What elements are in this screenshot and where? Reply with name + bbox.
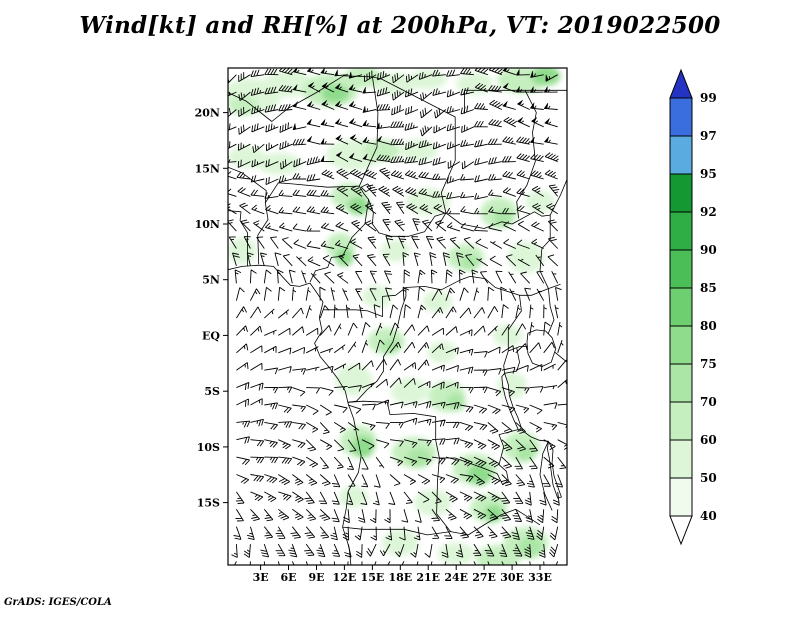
country-border [348, 400, 521, 486]
x-tick-label: 15E [361, 571, 385, 584]
x-tick-label: 3E [253, 571, 269, 584]
colorbar-segment [669, 439, 693, 479]
colorbar-segment [669, 325, 693, 365]
colorbar-top-arrow [669, 68, 693, 99]
lake-outline [501, 372, 522, 431]
axes: 3E 6E 9E 12E 15E 18E 21E 24E 27E 30E 33E 20N 15N 10N 5… [195, 107, 552, 584]
wind-barbs [228, 68, 567, 565]
colorbar-label: 95 [700, 167, 717, 181]
country-border [343, 75, 456, 229]
country-border [257, 202, 269, 265]
y-tick-label: 15S [197, 497, 220, 510]
country-border [504, 347, 520, 374]
x-tick-label: 18E [388, 571, 412, 584]
colorbar-label: 40 [700, 509, 717, 523]
x-tick-label: 9E [308, 571, 324, 584]
y-tick-label: 10S [197, 441, 220, 454]
colorbar-segment [669, 401, 693, 441]
wind-barb-pennants [292, 68, 550, 162]
grads-attribution: GrADS: IGES/COLA [4, 597, 112, 608]
country-border [358, 76, 379, 187]
colorbar-label: 97 [700, 129, 717, 143]
colorbar-label: 70 [700, 395, 717, 409]
country-border [348, 287, 407, 403]
coastline [228, 264, 362, 565]
colorbar-segment [669, 97, 693, 137]
x-tick-label: 30E [500, 571, 524, 584]
colorbar-segment [669, 363, 693, 403]
country-border [539, 441, 553, 511]
colorbar-label: 85 [700, 281, 717, 295]
y-tick-label: 10N [195, 218, 220, 231]
country-border [516, 90, 537, 219]
y-tick-label: 5N [202, 274, 220, 287]
y-tick-label: 15N [195, 162, 220, 175]
country-border [228, 166, 267, 203]
colorbar-segment [669, 287, 693, 327]
colorbar-segment [669, 249, 693, 289]
country-border [323, 275, 561, 317]
country-border [264, 182, 370, 283]
colorbar-label: 75 [700, 357, 717, 371]
country-border [539, 215, 551, 289]
x-tick-label: 6E [280, 571, 296, 584]
colorbar-bottom-arrow [669, 515, 693, 546]
country-border [520, 428, 549, 442]
colorbar-segment [669, 173, 693, 213]
x-tick-label: 12E [333, 571, 357, 584]
lake-outline [526, 329, 557, 368]
colorbar-label: 50 [700, 471, 717, 485]
rh-shading [228, 68, 561, 565]
colorbar-segment [669, 211, 693, 251]
colorbar-label: 90 [700, 243, 717, 257]
colorbar: 99 97 95 92 90 85 80 75 70 60 50 40 [669, 68, 717, 546]
map-frame [227, 67, 568, 566]
x-tick-label: 24E [444, 571, 468, 584]
y-tick-label: 5S [204, 385, 220, 398]
country-border [507, 295, 522, 351]
colorbar-segment [669, 135, 693, 175]
x-tick-label: 27E [472, 571, 496, 584]
x-tick-label: 33E [528, 571, 552, 584]
x-tick-label: 21E [416, 571, 440, 584]
wind-barb-strokes [228, 68, 567, 565]
country-border [450, 508, 541, 536]
y-tick-label: 20N [195, 107, 220, 120]
colorbar-segment [669, 477, 693, 517]
country-border [228, 75, 344, 122]
colorbar-label: 80 [700, 319, 717, 333]
colorbar-label: 92 [700, 205, 717, 219]
chart-title: Wind[kt] and RH[%] at 200hPa, VT: 201902… [79, 12, 721, 39]
y-tick-label: EQ [202, 329, 220, 342]
colorbar-label: 60 [700, 433, 717, 447]
colorbar-label: 99 [700, 91, 717, 105]
lake-outline [547, 440, 562, 499]
